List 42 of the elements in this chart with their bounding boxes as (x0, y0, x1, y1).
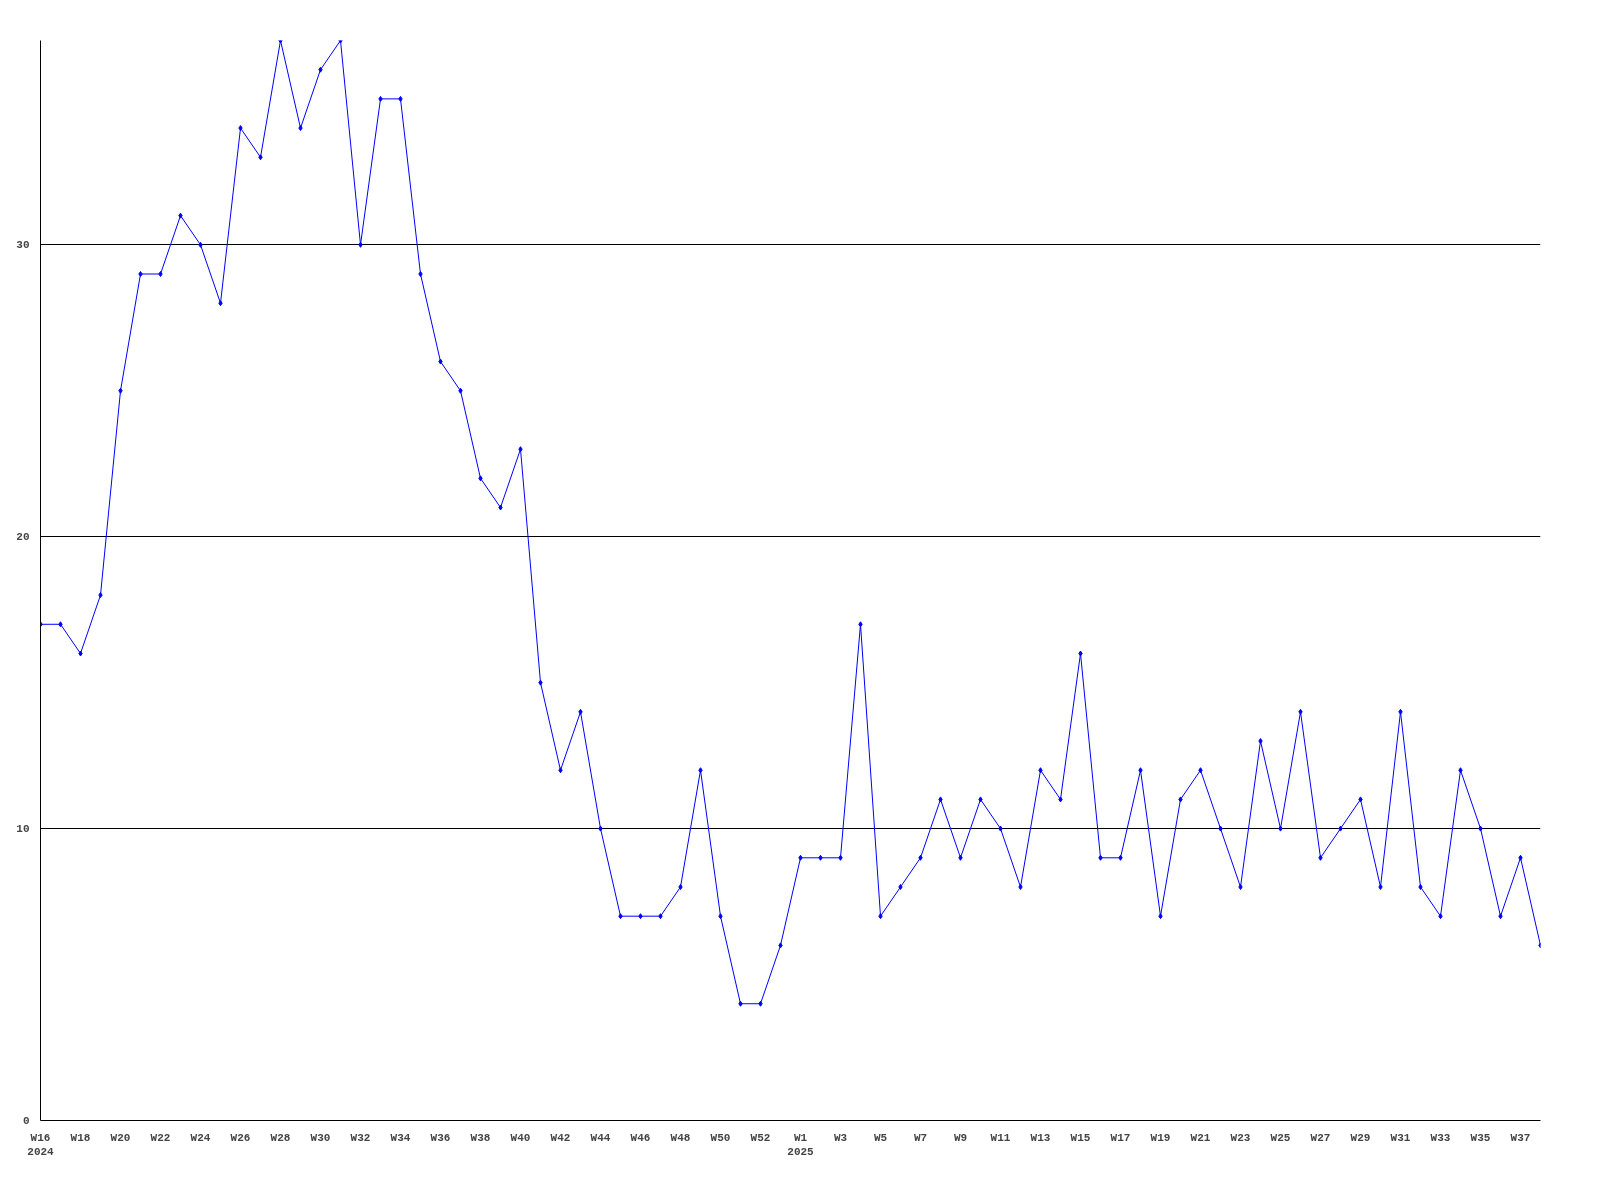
x-tick-label: W52 (750, 1131, 771, 1144)
y-tick-label: 10 (16, 823, 30, 836)
x-tick-label: W1 2025 (787, 1131, 815, 1158)
x-tick-label: W15 (1070, 1131, 1091, 1144)
x-tick-label: W48 (670, 1131, 691, 1144)
x-tick-label: W9 (953, 1131, 968, 1144)
x-tick-label: W11 (990, 1131, 1011, 1144)
x-tick-label: W36 (430, 1131, 451, 1144)
x-tick-label: W44 (590, 1131, 611, 1144)
x-tick-label: W19 (1150, 1131, 1171, 1144)
x-tick-label: W50 (710, 1131, 731, 1144)
x-tick-label: W20 (110, 1131, 131, 1144)
x-tick-label: W38 (470, 1131, 491, 1144)
x-tick-label: W28 (270, 1131, 291, 1144)
x-tick-label: W5 (873, 1131, 888, 1144)
y-tick-label: 20 (16, 531, 30, 544)
x-tick-label: W34 (390, 1131, 411, 1144)
x-tick-label: W37 (1510, 1131, 1531, 1144)
x-tick-label: W24 (190, 1131, 211, 1144)
x-tick-label: W42 (550, 1131, 571, 1144)
x-tick-label: W26 (230, 1131, 251, 1144)
x-tick-label: W40 (510, 1131, 531, 1144)
x-tick-label: W27 (1310, 1131, 1331, 1144)
x-tick-label: W30 (310, 1131, 331, 1144)
x-tick-label: W33 (1430, 1131, 1451, 1144)
x-tick-label: W17 (1110, 1131, 1131, 1144)
y-tick-label: 0 (22, 1115, 30, 1127)
x-tick-label: W13 (1030, 1131, 1051, 1144)
x-tick-label: W25 (1270, 1131, 1291, 1144)
x-tick-label: W32 (350, 1131, 371, 1144)
x-tick-label: W16 2024 (27, 1131, 55, 1158)
y-tick-label: 30 (16, 239, 30, 252)
x-tick-label: W3 (833, 1131, 848, 1144)
x-tick-label: W46 (630, 1131, 651, 1144)
x-tick-label: W35 (1470, 1131, 1491, 1144)
x-tick-label: W23 (1230, 1131, 1251, 1144)
x-tick-label: W29 (1350, 1131, 1371, 1144)
x-tick-label: W18 (70, 1131, 91, 1144)
x-tick-label: W21 (1190, 1131, 1211, 1144)
x-tick-label: W7 (913, 1131, 928, 1144)
x-tick-label: W31 (1390, 1131, 1411, 1144)
x-tick-label: W22 (150, 1131, 171, 1144)
